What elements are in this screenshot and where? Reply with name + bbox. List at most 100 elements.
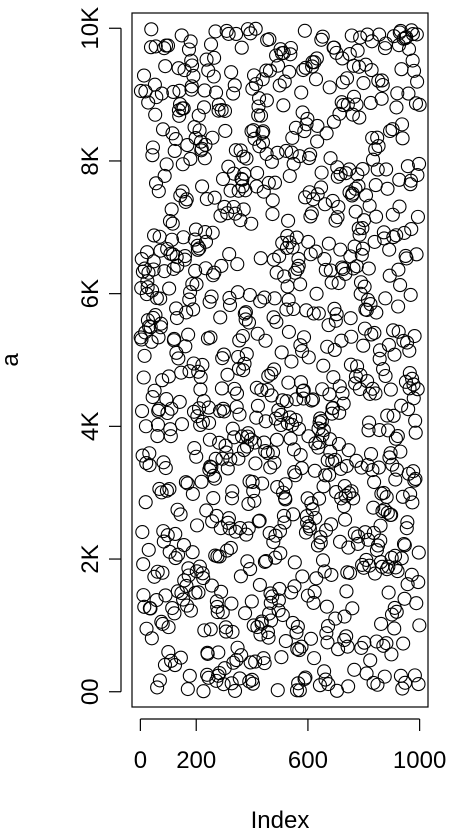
- data-point: [313, 535, 328, 550]
- data-point: [324, 275, 339, 290]
- data-point: [241, 521, 256, 536]
- data-point: [324, 517, 339, 532]
- data-point: [259, 63, 274, 78]
- data-point: [277, 515, 292, 530]
- data-point: [252, 91, 267, 106]
- data-point: [355, 557, 370, 572]
- data-point: [188, 222, 203, 237]
- data-point: [381, 423, 396, 438]
- data-point: [411, 677, 426, 692]
- x-tick-label: 1000: [393, 747, 446, 774]
- data-point: [256, 124, 271, 139]
- data-point: [348, 181, 363, 196]
- data-point: [238, 312, 253, 327]
- x-tick-label: 200: [176, 747, 216, 774]
- data-point: [205, 514, 220, 529]
- data-point: [339, 71, 355, 86]
- data-point: [253, 251, 268, 266]
- data-point: [167, 658, 183, 673]
- data-point: [181, 568, 196, 583]
- data-point: [310, 134, 325, 149]
- data-point: [169, 301, 184, 316]
- data-point: [342, 47, 357, 62]
- data-point: [292, 149, 307, 164]
- data-point: [278, 634, 293, 649]
- data-point: [334, 333, 349, 348]
- data-point: [406, 391, 421, 406]
- data-point: [153, 320, 168, 335]
- data-point: [313, 180, 329, 195]
- data-point: [247, 493, 262, 508]
- data-point: [294, 461, 309, 476]
- data-point: [172, 394, 187, 409]
- data-point: [197, 623, 212, 638]
- data-point: [312, 491, 327, 506]
- data-point: [240, 22, 255, 37]
- data-point: [240, 554, 255, 569]
- data-point: [297, 671, 312, 687]
- data-point: [394, 62, 409, 77]
- data-point: [162, 481, 177, 497]
- data-point: [140, 280, 155, 295]
- data-point: [338, 266, 353, 281]
- data-point: [226, 86, 241, 101]
- data-point: [344, 329, 359, 344]
- data-point: [368, 142, 383, 157]
- data-point: [319, 126, 334, 141]
- data-point: [150, 564, 165, 579]
- data-point: [171, 547, 186, 562]
- data-point: [165, 216, 180, 231]
- data-point: [151, 330, 166, 345]
- data-point: [155, 373, 170, 388]
- y-tick-label: 8K: [77, 146, 104, 175]
- data-point: [374, 616, 389, 631]
- data-point: [285, 130, 300, 145]
- data-point: [412, 156, 427, 171]
- data-point: [221, 511, 236, 526]
- data-point: [332, 379, 347, 394]
- data-point: [408, 425, 423, 440]
- data-point: [242, 287, 257, 303]
- data-point: [232, 407, 247, 422]
- data-point: [207, 50, 222, 65]
- data-point: [307, 651, 322, 666]
- data-point: [393, 444, 408, 459]
- data-point: [323, 151, 338, 166]
- data-point: [339, 629, 354, 644]
- data-point: [358, 188, 374, 203]
- data-point: [213, 208, 228, 223]
- data-point: [352, 110, 367, 125]
- data-point: [164, 232, 179, 247]
- data-point: [166, 333, 181, 348]
- data-point: [385, 122, 400, 137]
- data-point: [245, 81, 260, 96]
- data-point: [411, 545, 426, 560]
- data-point: [301, 234, 316, 249]
- data-point: [148, 176, 164, 191]
- data-point: [196, 684, 211, 699]
- data-point: [155, 122, 171, 137]
- data-point: [221, 515, 236, 530]
- data-point: [389, 228, 404, 243]
- data-point: [296, 391, 311, 406]
- data-point: [226, 199, 241, 215]
- data-point: [328, 611, 343, 626]
- data-point: [176, 537, 191, 553]
- data-point: [270, 58, 286, 73]
- data-point: [397, 538, 412, 553]
- data-point: [409, 596, 424, 611]
- data-point: [362, 415, 377, 430]
- data-point: [407, 668, 422, 683]
- data-point: [174, 365, 189, 380]
- data-point: [203, 330, 218, 345]
- data-point: [164, 202, 179, 217]
- data-point: [275, 608, 290, 623]
- data-point: [305, 502, 320, 517]
- data-point: [209, 85, 224, 100]
- data-point: [150, 680, 165, 695]
- data-point: [303, 147, 318, 162]
- data-point: [284, 417, 300, 432]
- data-point: [236, 443, 252, 458]
- data-point: [336, 499, 352, 514]
- data-point: [180, 138, 195, 153]
